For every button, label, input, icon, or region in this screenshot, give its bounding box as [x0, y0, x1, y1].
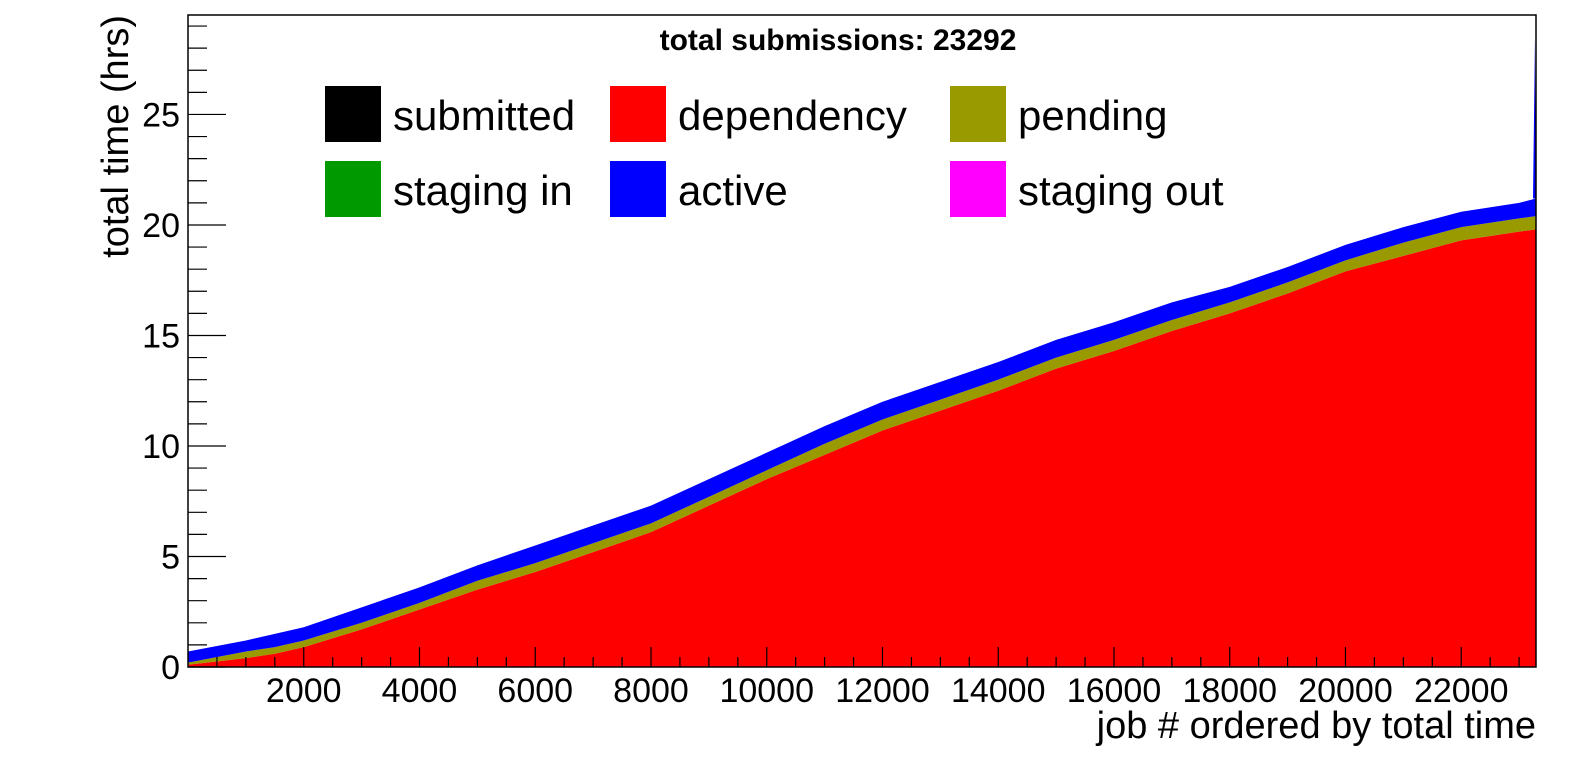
plot-frame: [187, 14, 1537, 668]
legend-swatch: [610, 161, 666, 217]
y-axis: 0 5 10 15 20 25: [142, 25, 226, 687]
legend-item-pending: pending: [950, 86, 1167, 142]
y-axis-title: total time (hrs): [95, 15, 137, 258]
series-area-dependency: [188, 229, 1536, 667]
x-tick-label: 6000: [497, 672, 573, 710]
y-tick-label: 0: [161, 649, 180, 687]
x-tick-label: 14000: [951, 672, 1046, 710]
x-tick-label: 20000: [1298, 672, 1393, 710]
legend-swatch: [950, 86, 1006, 142]
x-tick-label: 4000: [382, 672, 458, 710]
y-tick-label: 10: [142, 428, 180, 466]
legend-swatch: [325, 86, 381, 142]
legend-label: pending: [1018, 92, 1167, 139]
legend-item-active: active: [610, 161, 788, 217]
legend-label: active: [678, 167, 788, 214]
x-tick-label: 22000: [1414, 672, 1509, 710]
legend-item-dependency: dependency: [610, 86, 907, 142]
x-axis: 2000 4000 6000 8000 10000 12000 14000 16000 1800…: [216, 647, 1520, 710]
y-tick-label: 20: [142, 207, 180, 245]
legend-label: dependency: [678, 92, 907, 139]
y-tick-label: 5: [161, 538, 180, 576]
legend-label: staging out: [1018, 167, 1224, 214]
y-tick-label: 25: [142, 96, 180, 134]
x-tick-label: 16000: [1067, 672, 1162, 710]
y-tick-label: 15: [142, 317, 180, 355]
legend-swatch: [950, 161, 1006, 217]
legend-label: staging in: [393, 167, 573, 214]
legend-item-staging-in: staging in: [325, 161, 573, 217]
x-tick-label: 2000: [266, 672, 342, 710]
x-tick-label: 18000: [1182, 672, 1277, 710]
legend-label: submitted: [393, 92, 575, 139]
legend: submitted dependency pending staging in acti…: [325, 86, 1224, 217]
x-axis-title: job # ordered by total time: [1096, 705, 1536, 747]
x-tick-label: 10000: [719, 672, 814, 710]
x-tick-label: 12000: [835, 672, 930, 710]
legend-swatch: [325, 161, 381, 217]
legend-item-staging-out: staging out: [950, 161, 1224, 217]
chart-title: total submissions: 23292: [660, 24, 1017, 57]
x-tick-label: 8000: [613, 672, 689, 710]
legend-swatch: [610, 86, 666, 142]
legend-item-submitted: submitted: [325, 86, 575, 142]
